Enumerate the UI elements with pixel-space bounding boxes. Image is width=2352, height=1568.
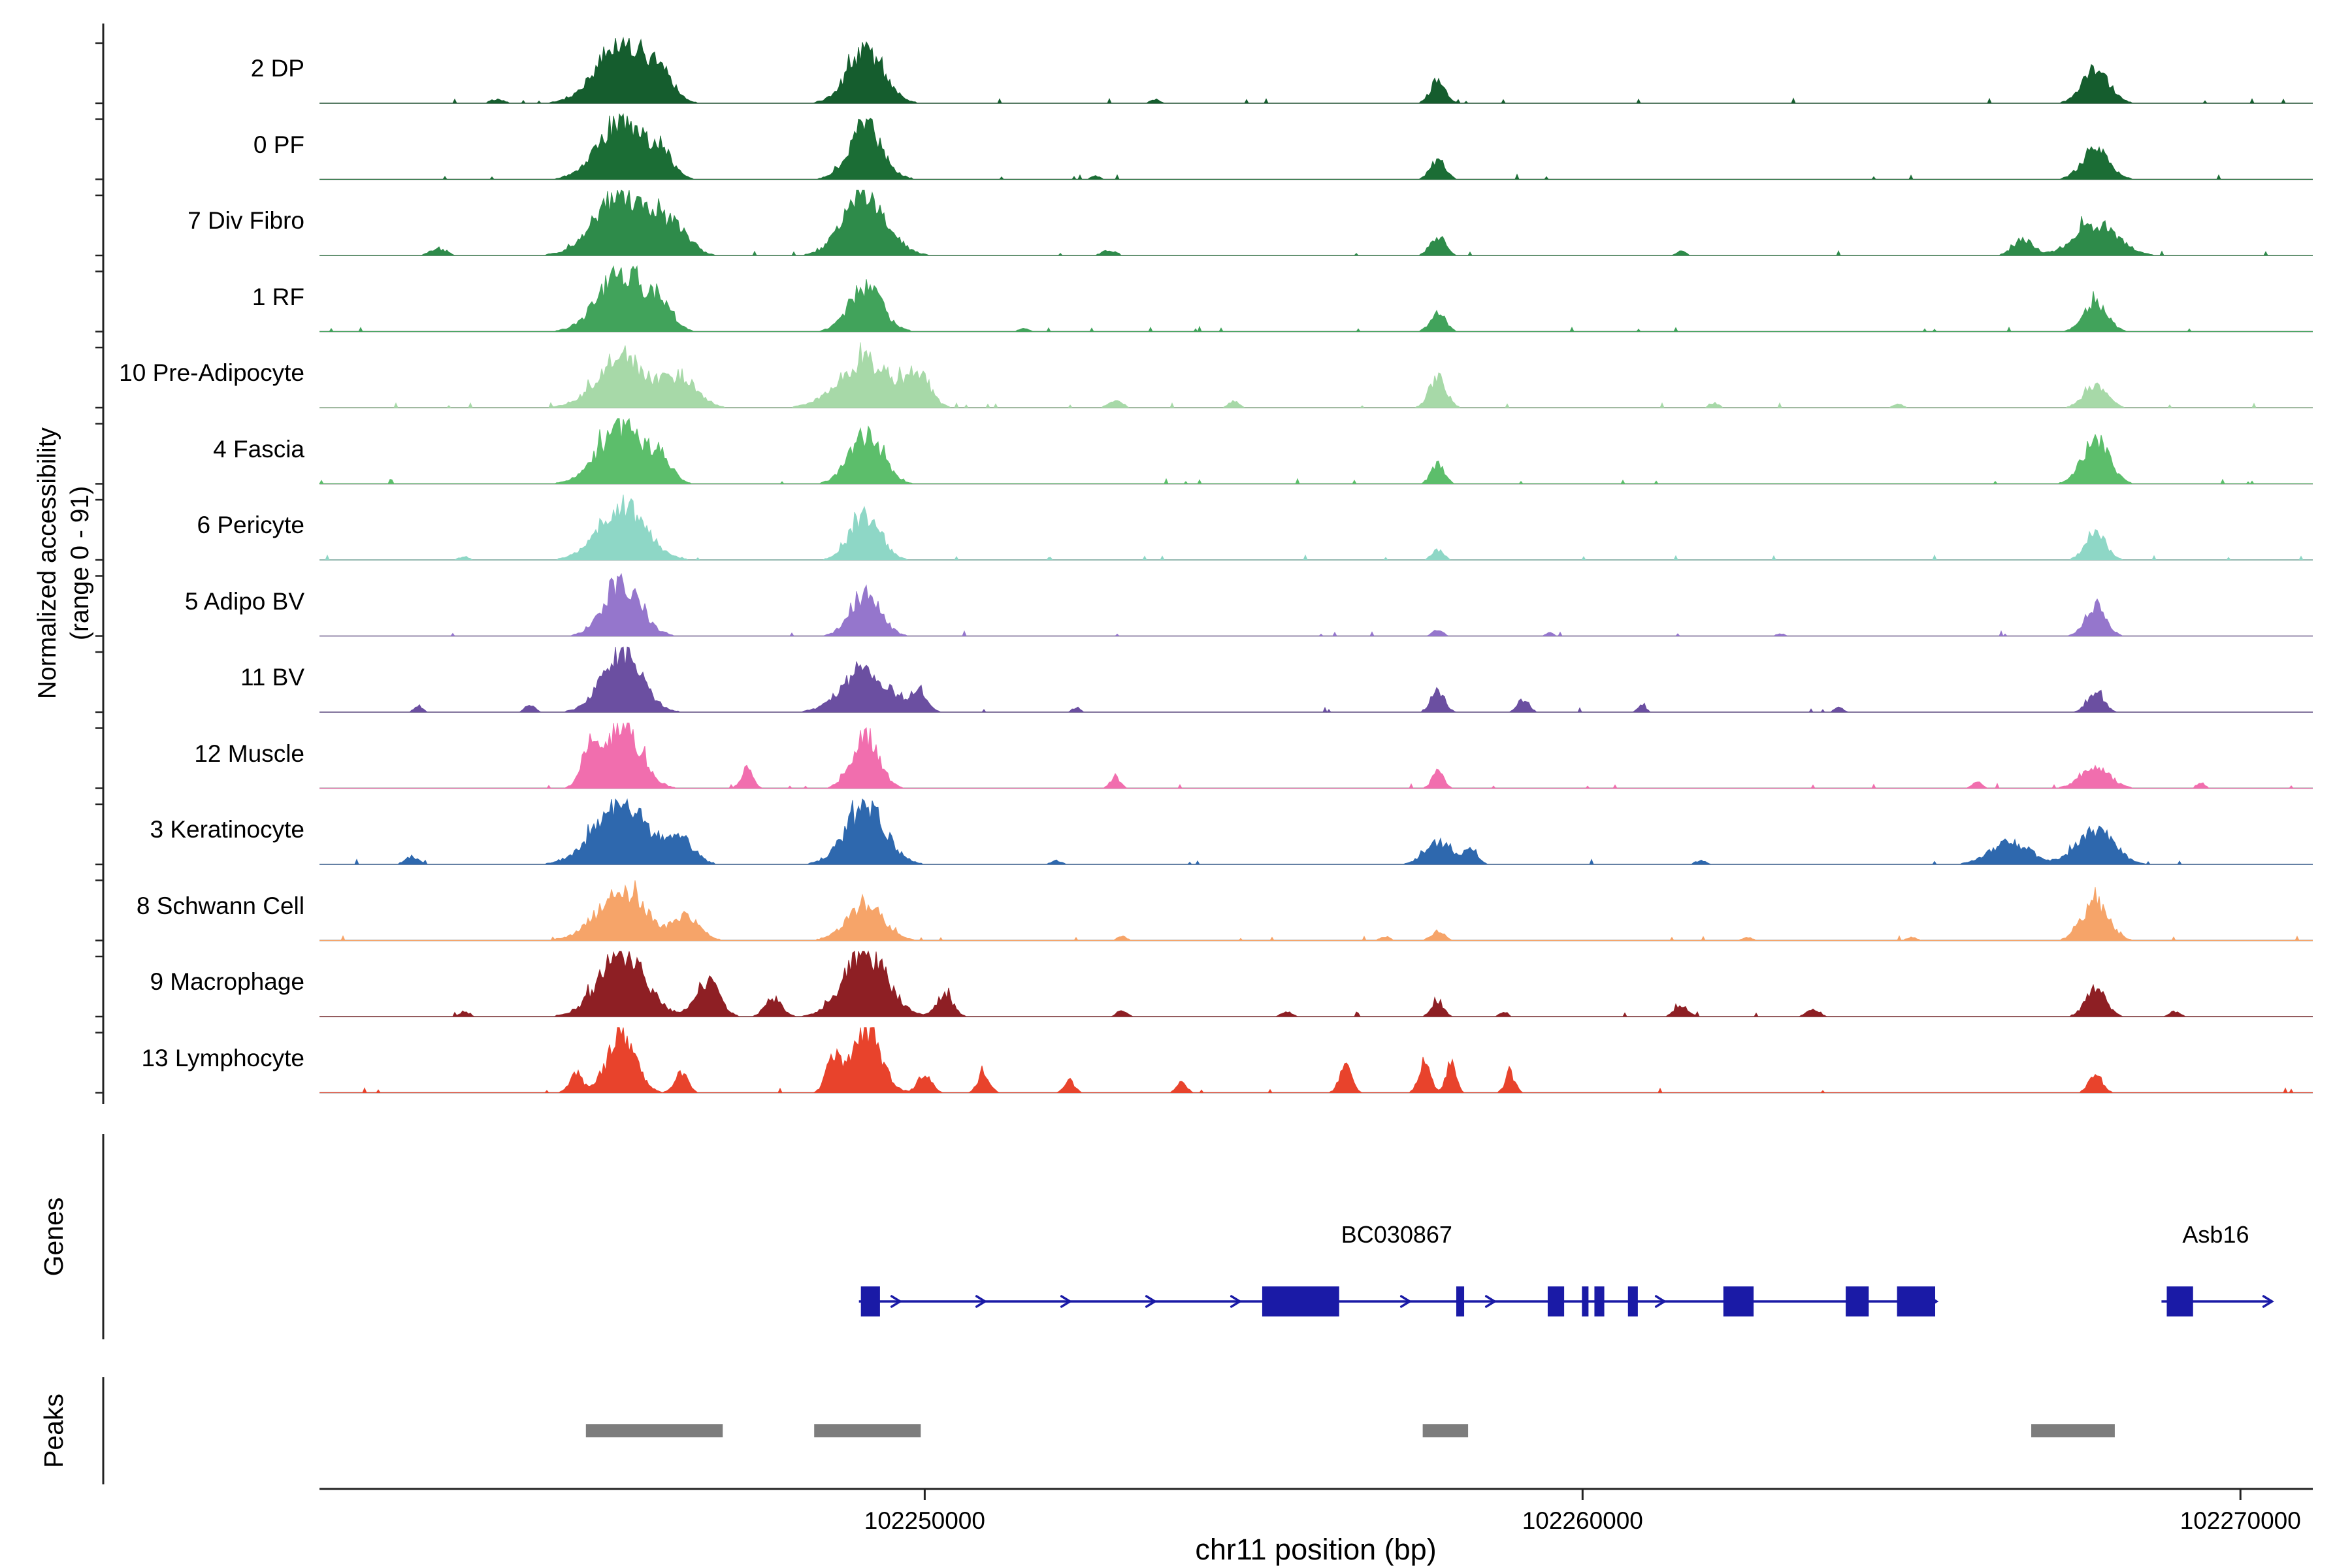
track-signal-10-pre-adipocyte xyxy=(319,342,2313,408)
gene-exon xyxy=(1456,1286,1465,1316)
track-label-6-pericyte: 6 Pericyte xyxy=(197,512,304,538)
track-signal-0-pf xyxy=(319,113,2313,180)
track-label-12-muscle: 12 Muscle xyxy=(194,740,304,767)
track-label-10-pre-adipocyte: 10 Pre-Adipocyte xyxy=(119,359,304,386)
track-signal-6-pericyte xyxy=(319,495,2313,561)
gene-exon xyxy=(860,1286,880,1316)
track-label-9-macrophage: 9 Macrophage xyxy=(150,968,304,995)
track-label-2-dp: 2 DP xyxy=(250,55,304,82)
gene-exon xyxy=(1547,1286,1565,1316)
track-label-3-keratinocyte: 3 Keratinocyte xyxy=(150,816,304,843)
track-label-4-fascia: 4 Fascia xyxy=(213,435,304,463)
x-axis-title: chr11 position (bp) xyxy=(1195,1533,1437,1566)
gene-exon xyxy=(1723,1286,1754,1316)
track-label-7-div-fibro: 7 Div Fibro xyxy=(188,207,304,234)
peak-region-bar xyxy=(814,1424,921,1437)
peaks-section-label: Peaks xyxy=(39,1394,69,1468)
track-signal-4-fascia xyxy=(319,417,2313,485)
gene-exon xyxy=(1262,1286,1339,1316)
gene-exon xyxy=(1594,1286,1605,1316)
x-tick-label-102270000: 102270000 xyxy=(2180,1507,2301,1534)
signal-tracks xyxy=(319,37,2313,1094)
track-signal-9-macrophage xyxy=(319,950,2313,1017)
track-signal-13-lymphocyte xyxy=(319,1027,2313,1094)
peak-regions xyxy=(585,1424,2115,1437)
track-signal-1-rf xyxy=(319,265,2313,333)
x-tick-label-102260000: 102260000 xyxy=(1522,1507,1643,1534)
gene-exon xyxy=(1582,1286,1589,1316)
y-axis-label-line2: (range 0 - 91) xyxy=(66,485,94,641)
track-label-8-schwann-cell: 8 Schwann Cell xyxy=(136,892,304,919)
track-axis-bracket xyxy=(95,24,105,1104)
track-signal-2-dp xyxy=(319,37,2313,104)
peak-region-bar xyxy=(1422,1424,1469,1437)
peak-region-bar xyxy=(585,1424,723,1437)
track-label-13-lymphocyte: 13 Lymphocyte xyxy=(141,1044,304,1071)
track-label-5-adipo-bv: 5 Adipo BV xyxy=(184,587,304,615)
track-signal-7-div-fibro xyxy=(319,189,2313,256)
gene-exon xyxy=(1627,1286,1638,1316)
y-axis-label: Normalized accessibility (range 0 - 91) xyxy=(31,269,97,857)
track-signal-5-adipo-bv xyxy=(319,572,2313,637)
gene-name-bc030867: BC030867 xyxy=(1341,1221,1452,1248)
y-axis-label-line1: Normalized accessibility xyxy=(33,427,61,700)
track-label-1-rf: 1 RF xyxy=(252,283,304,310)
peak-region-bar xyxy=(2031,1424,2115,1437)
track-label-0-pf: 0 PF xyxy=(253,131,304,158)
gene-name-asb16: Asb16 xyxy=(2182,1221,2249,1248)
gene-model-asb16 xyxy=(2161,1286,2274,1316)
x-axis xyxy=(319,1488,2313,1500)
gene-exon xyxy=(1897,1286,1936,1316)
x-tick-label-102250000: 102250000 xyxy=(864,1507,985,1534)
track-signal-8-schwann-cell xyxy=(319,880,2313,941)
gene-exon xyxy=(2166,1286,2193,1316)
gene-models xyxy=(858,1286,2274,1316)
gene-model-bc030867 xyxy=(858,1286,1939,1316)
track-signal-11-bv xyxy=(319,646,2313,713)
track-signal-12-muscle xyxy=(319,723,2313,789)
track-signal-3-keratinocyte xyxy=(319,798,2313,865)
gene-exon xyxy=(1846,1286,1869,1316)
genes-section-label: Genes xyxy=(39,1197,69,1277)
track-label-11-bv: 11 BV xyxy=(240,664,304,691)
